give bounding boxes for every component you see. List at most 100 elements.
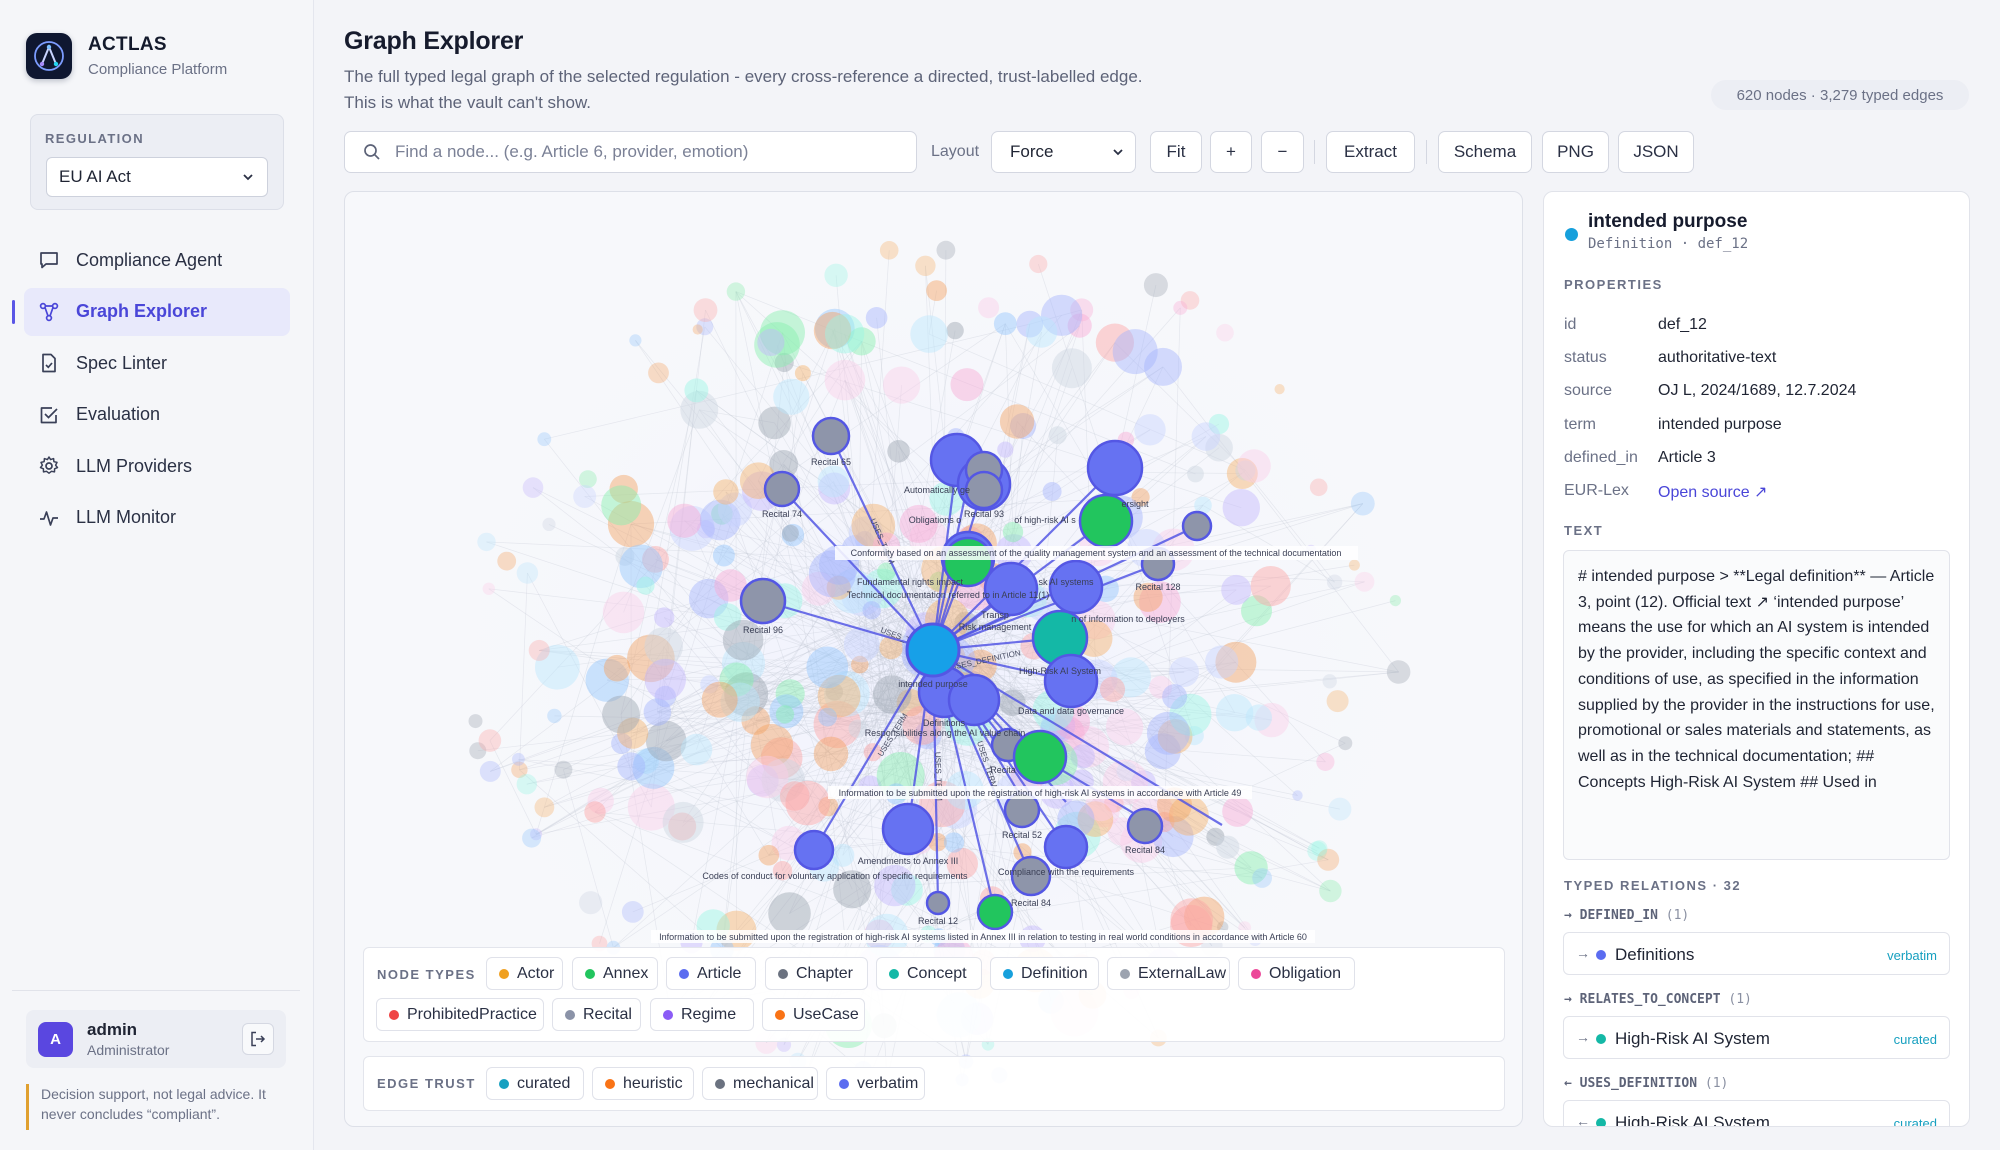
graph-node[interactable]: [701, 681, 738, 718]
graph-node[interactable]: [758, 844, 780, 866]
png-export-button[interactable]: PNG: [1542, 131, 1609, 173]
graph-node[interactable]: [1173, 300, 1188, 315]
graph-node[interactable]: [714, 569, 747, 602]
graph-node[interactable]: [1252, 868, 1272, 888]
graph-node[interactable]: [1010, 413, 1037, 439]
graph-node[interactable]: [883, 366, 921, 404]
graph-node[interactable]: [1048, 559, 1104, 615]
legend-chip-verbatim[interactable]: verbatim: [826, 1067, 925, 1100]
graph-node[interactable]: [668, 812, 697, 841]
nav-item-llm-providers[interactable]: LLM Providers: [24, 442, 290, 490]
graph-node[interactable]: [1181, 510, 1213, 542]
graph-node[interactable]: [1043, 653, 1099, 709]
nav-item-compliance-agent[interactable]: Compliance Agent: [24, 236, 290, 284]
graph-node[interactable]: [680, 733, 713, 766]
graph-node[interactable]: [1070, 298, 1094, 322]
legend-chip-article[interactable]: Article: [666, 957, 756, 990]
graph-node[interactable]: [1191, 422, 1221, 451]
graph-node[interactable]: [1077, 801, 1114, 837]
legend-chip-chapter[interactable]: Chapter: [765, 957, 868, 990]
graph-node[interactable]: [530, 828, 543, 841]
graph-node[interactable]: [851, 655, 869, 674]
graph-node[interactable]: [1205, 645, 1239, 679]
graph-node[interactable]: [811, 416, 851, 456]
graph-node[interactable]: [1326, 690, 1349, 713]
graph-node[interactable]: [1012, 729, 1068, 785]
graph-node[interactable]: [887, 440, 910, 463]
graph-node[interactable]: [627, 634, 675, 683]
graph-node[interactable]: [609, 474, 638, 504]
legend-chip-annex[interactable]: Annex: [572, 957, 658, 990]
graph-node[interactable]: [1194, 496, 1212, 515]
graph-node[interactable]: [629, 334, 642, 347]
graph-node[interactable]: [1338, 736, 1353, 751]
graph-node[interactable]: [1149, 675, 1173, 699]
graph-node[interactable]: [865, 307, 888, 329]
graph-node[interactable]: [848, 719, 867, 738]
graph-node[interactable]: [910, 315, 948, 353]
graph-node[interactable]: [779, 781, 810, 811]
graph-node[interactable]: [946, 848, 978, 880]
graph-node[interactable]: [636, 576, 655, 595]
graph-node[interactable]: [758, 406, 791, 440]
graph-node[interactable]: [993, 312, 1017, 336]
graph-node[interactable]: [1029, 254, 1048, 274]
graph-node[interactable]: [721, 642, 766, 686]
graph-node[interactable]: [1070, 744, 1095, 769]
graph-node[interactable]: [1067, 726, 1110, 768]
graph-node[interactable]: [855, 531, 874, 550]
graph-node[interactable]: [1051, 348, 1092, 389]
graph-node[interactable]: [1389, 595, 1401, 607]
graph-node[interactable]: [717, 492, 753, 527]
graph-node[interactable]: [719, 662, 754, 697]
graph-node[interactable]: [1067, 313, 1092, 338]
graph-node[interactable]: [754, 322, 800, 368]
graph-node[interactable]: [602, 695, 640, 734]
graph-node[interactable]: [1169, 657, 1199, 687]
regulation-select[interactable]: EU AI Act: [46, 157, 268, 197]
graph-node[interactable]: [814, 308, 855, 349]
graph-node[interactable]: [1222, 489, 1260, 527]
graph-node[interactable]: [831, 843, 855, 867]
graph-node[interactable]: [1131, 488, 1150, 507]
graph-node[interactable]: [585, 658, 629, 702]
graph-node[interactable]: [830, 569, 876, 614]
graph-node[interactable]: [643, 698, 672, 726]
graph-node[interactable]: [1086, 439, 1144, 497]
nav-item-llm-monitor[interactable]: LLM Monitor: [24, 494, 290, 542]
graph-node[interactable]: [1042, 482, 1062, 501]
graph-node[interactable]: [929, 571, 949, 591]
graph-node[interactable]: [1350, 491, 1375, 516]
graph-node[interactable]: [1322, 674, 1337, 689]
graph-node[interactable]: [818, 472, 851, 505]
graph-node[interactable]: [479, 760, 501, 782]
graph-node[interactable]: [824, 359, 866, 401]
graph-node[interactable]: [978, 297, 1000, 319]
relation-item[interactable]: ← High-Risk AI System curated: [1563, 1100, 1950, 1126]
layout-select[interactable]: Force: [991, 131, 1136, 173]
graph-node[interactable]: [644, 627, 683, 666]
graph-node[interactable]: [528, 639, 550, 661]
legend-chip-definition[interactable]: Definition: [990, 957, 1099, 990]
graph-node[interactable]: [645, 720, 687, 762]
graph-node[interactable]: [1222, 796, 1253, 827]
graph-node[interactable]: [1216, 323, 1234, 342]
graph-node[interactable]: [818, 796, 839, 817]
graph-node[interactable]: [644, 658, 686, 701]
graph-node[interactable]: [478, 729, 502, 752]
eurlex-open-source-link[interactable]: Open source ↗: [1658, 484, 1768, 501]
graph-node[interactable]: [696, 318, 714, 336]
legend-chip-regime[interactable]: Regime: [650, 998, 754, 1031]
logout-button[interactable]: [242, 1023, 274, 1055]
graph-node[interactable]: [537, 432, 552, 447]
graph-node[interactable]: [1292, 790, 1303, 801]
legend-chip-heuristic[interactable]: heuristic: [592, 1067, 694, 1100]
fit-button[interactable]: Fit: [1150, 131, 1202, 173]
graph-node[interactable]: [843, 626, 880, 663]
schema-button[interactable]: Schema: [1438, 131, 1532, 173]
graph-node[interactable]: [680, 390, 719, 429]
graph-node[interactable]: [946, 321, 964, 340]
graph-node[interactable]: [999, 689, 1026, 716]
graph-node[interactable]: [607, 501, 655, 548]
graph-node[interactable]: [642, 546, 669, 573]
